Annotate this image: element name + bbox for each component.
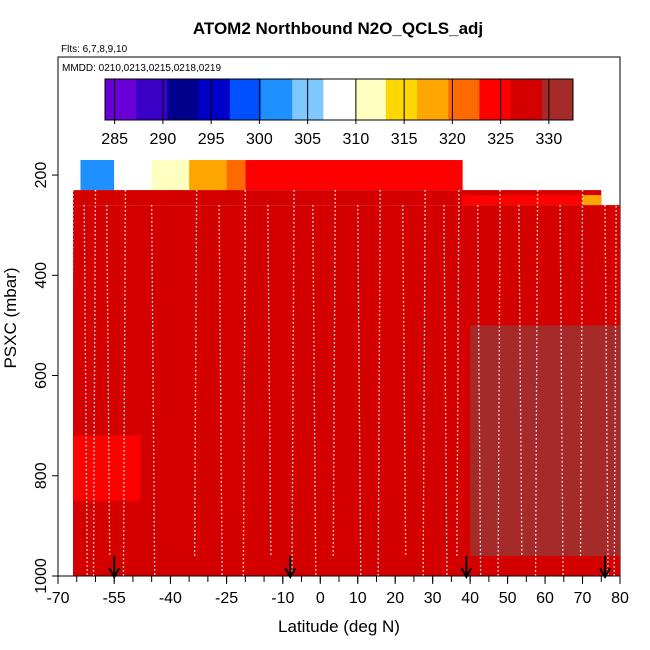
y-axis-tick-label: 200 (33, 162, 50, 189)
y-axis-label: PSXC (mbar) (1, 267, 20, 368)
heatmap-cell (226, 160, 246, 191)
y-axis-tick-label: 800 (33, 462, 50, 489)
colorbar-segment (167, 79, 200, 120)
chart-title: ATOM2 Northbound N2O_QCLS_adj (193, 19, 483, 38)
y-axis-tick-label: 600 (33, 362, 50, 389)
profile-track (106, 205, 111, 556)
x-axis-tick-label: -40 (159, 590, 182, 607)
x-axis-tick-label: 80 (611, 590, 629, 607)
x-axis-tick-label: 30 (424, 590, 442, 607)
y-axis: 200 400 600 800 1000 (33, 162, 58, 594)
heatmap-cell (470, 325, 620, 556)
colorbar-tick-label: 320 (439, 131, 466, 148)
y-axis-tick-label: 400 (33, 262, 50, 289)
profile-track (456, 190, 460, 556)
heatmap-cell (114, 160, 152, 191)
profile-track (443, 205, 448, 577)
profile-track (377, 190, 381, 577)
profile-track (357, 205, 362, 577)
profile-track (218, 205, 223, 577)
colorbar-tick-label: 315 (391, 131, 418, 148)
colorbar: 285 290 295 300 305 310 315 320 325 330 (101, 78, 574, 148)
heatmap-cell (151, 160, 190, 191)
colorbar-segment (541, 79, 574, 120)
profile-track (267, 205, 272, 556)
x-axis-tick-label: 10 (349, 590, 367, 607)
profile-track (497, 190, 501, 577)
profile-track (579, 190, 584, 556)
heatmap-cell (462, 195, 583, 206)
colorbar-tick-label: 295 (198, 131, 225, 148)
heatmap-cell (245, 400, 358, 476)
x-axis-tick-label: 20 (386, 590, 404, 607)
heatmap-cells (72, 160, 620, 577)
x-axis-tick-label: 0 (316, 590, 325, 607)
profile-track (92, 190, 97, 577)
profile-arrow-head (599, 567, 611, 580)
colorbar-segment (448, 79, 480, 120)
colorbar-segment (479, 79, 512, 120)
profile-track (476, 205, 482, 577)
colorbar-segment (417, 79, 449, 120)
profile-track (122, 190, 127, 577)
profile-track (402, 205, 407, 556)
colorbar-segment (229, 79, 262, 120)
colorbar-tick-label: 285 (101, 131, 128, 148)
profile-track (83, 205, 88, 577)
colorbar-tick-label: 305 (294, 131, 321, 148)
profile-arrow-head (284, 567, 297, 580)
profile-track (604, 205, 609, 577)
x-axis: -70 -55 -40 -25 -10 0 10 20 30 40 50 60 70 80 (46, 575, 629, 607)
profile-track (518, 205, 523, 556)
colorbar-segment (510, 79, 543, 120)
colorbar-segment (354, 79, 387, 120)
heatmap-cell (72, 435, 141, 501)
colorbar-tick-label: 330 (536, 131, 563, 148)
colorbar-tick-label: 310 (343, 131, 370, 148)
x-axis-label: Latitude (deg N) (278, 617, 400, 636)
profile-track (70, 190, 74, 556)
y-axis-tick-label: 1000 (33, 558, 50, 594)
profile-track (559, 205, 564, 577)
profile-arrow-head (460, 567, 473, 580)
profile-track (422, 190, 426, 577)
heatmap-cell (80, 160, 115, 191)
colorbar-tick-label: 300 (246, 131, 273, 148)
heatmap-cell (189, 160, 227, 191)
colorbar-segment (323, 79, 356, 120)
x-axis-tick-label: 60 (536, 590, 554, 607)
profile-track (613, 190, 617, 577)
x-axis-tick-label: -70 (46, 590, 69, 607)
profile-track (242, 190, 246, 577)
colorbar-tick-label: 290 (150, 131, 177, 148)
profile-track (193, 190, 198, 556)
x-axis-tick-label: 40 (461, 590, 479, 607)
x-axis-tick-label: 50 (499, 590, 517, 607)
flights-label: Flts: 6,7,8,9,10 (61, 44, 128, 55)
heatmap-cell (582, 195, 602, 206)
colorbar-segment (198, 79, 231, 120)
x-axis-tick-label: -55 (103, 590, 126, 607)
profile-track (332, 190, 336, 556)
x-axis-tick-label: -25 (215, 590, 238, 607)
colorbar-segment (385, 79, 418, 120)
colorbar-tick-label: 325 (487, 131, 514, 148)
heatmap-cell (245, 160, 463, 191)
profile-track (151, 205, 156, 577)
x-axis-tick-label: -10 (271, 590, 294, 607)
profile-track (534, 190, 539, 577)
profile-track (291, 190, 295, 577)
colorbar-frame (104, 78, 574, 121)
profile-track (312, 205, 317, 577)
dates-label: MMDD: 0210,0213,0215,0218,0219 (62, 63, 221, 74)
colorbar-segment (261, 79, 293, 120)
colorbar-segment (105, 79, 137, 120)
flight-profile-tracks (70, 190, 617, 577)
x-axis-tick-label: 70 (574, 590, 592, 607)
